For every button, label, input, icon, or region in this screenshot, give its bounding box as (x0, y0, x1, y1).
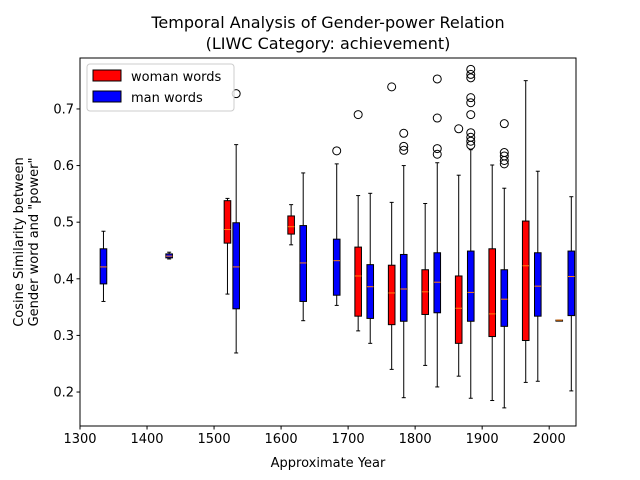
legend-swatch-woman (92, 69, 122, 82)
y-tick-label: 0.4 (53, 272, 74, 287)
x-tick-label: 1600 (265, 432, 298, 447)
x-tick-label: 1800 (399, 432, 432, 447)
plot-frame (79, 57, 577, 427)
box-man-1335 (99, 230, 108, 302)
box-woman-1520 (223, 197, 232, 295)
x-tick-label: 1400 (130, 432, 163, 447)
box-woman-1915 (488, 164, 497, 402)
box-man-1983 (533, 170, 542, 382)
box-body (454, 275, 463, 344)
outlier-point (499, 119, 509, 129)
y-axis-ticks: 0.2 0.3 0.4 0.5 0.6 0.7 (53, 102, 80, 401)
x-tick-label: 1900 (466, 432, 499, 447)
y-tick-label: 0.2 (53, 386, 74, 401)
outlier-point (399, 128, 409, 138)
outlier-point (332, 146, 342, 156)
outlier-point (466, 110, 476, 120)
x-tick-label: 1300 (63, 432, 96, 447)
box-body (223, 200, 232, 244)
y-tick-label: 0.3 (53, 329, 74, 344)
box-man-1633 (299, 172, 307, 322)
box-woman-1715 (353, 110, 363, 332)
outlier-point (454, 124, 464, 134)
y-tick-label: 0.5 (53, 216, 74, 231)
box-body (567, 250, 576, 317)
box-man-1433 (165, 251, 173, 260)
x-tick-label: 1500 (198, 432, 231, 447)
outlier-point (399, 145, 409, 155)
outlier-point (466, 98, 476, 108)
box-body (533, 252, 542, 317)
outlier-point (432, 74, 442, 84)
x-tick-label: 1700 (332, 432, 365, 447)
box-man-1883 (466, 64, 476, 399)
box-man-2033 (567, 196, 576, 392)
box-man-1933 (499, 119, 509, 409)
x-tick-label: 2000 (533, 432, 566, 447)
outlier-point (466, 128, 476, 138)
outlier-point (387, 82, 397, 92)
chart-title: Temporal Analysis of Gender-power Relati… (150, 13, 504, 32)
outlier-point (432, 149, 442, 159)
plot-area (99, 64, 576, 409)
box-body (433, 252, 442, 314)
box-woman-1865 (454, 124, 464, 377)
outlier-point (466, 93, 476, 103)
box-man-1683 (332, 146, 342, 306)
outlier-point (432, 113, 442, 123)
box-body (232, 222, 240, 310)
box-body (387, 264, 396, 326)
outlier-point (353, 110, 363, 120)
box-woman-2015 (555, 319, 564, 322)
outlier-point (466, 132, 476, 142)
box-body (521, 220, 530, 342)
box-body (299, 225, 307, 302)
box-man-1833 (432, 74, 442, 388)
box-man-1733 (366, 192, 375, 344)
outlier-point (466, 64, 476, 74)
box-body (399, 253, 408, 322)
box-body (332, 238, 341, 296)
box-body (466, 250, 475, 322)
box-woman-1965 (521, 80, 530, 383)
box-body (287, 215, 295, 235)
box-man-1783 (399, 128, 409, 399)
legend-swatch-man (92, 90, 122, 103)
legend-label-man: man words (131, 91, 203, 106)
legend: woman words man words (86, 63, 235, 112)
outlier-point (499, 151, 509, 161)
box-body (366, 264, 375, 319)
box-body (354, 246, 362, 317)
box-woman-1815 (421, 203, 429, 366)
box-man-1533 (231, 89, 241, 354)
box-woman-1615 (287, 204, 295, 246)
y-tick-label: 0.7 (53, 102, 74, 117)
box-body (500, 269, 509, 327)
x-axis-ticks: 1300 1400 1500 1600 1700 1800 1900 2000 (63, 426, 566, 447)
box-woman-1765 (387, 82, 397, 370)
outlier-point (399, 141, 409, 151)
y-axis-label-line2: Gender word and "power" (27, 158, 42, 327)
chart-subtitle: (LIWC Category: achievement) (206, 34, 451, 53)
legend-label-woman: woman words (131, 70, 222, 85)
outlier-point (432, 144, 442, 154)
box-body (99, 248, 108, 285)
y-tick-label: 0.6 (53, 159, 74, 174)
y-axis-label-line1: Cosine Similarity between (12, 157, 27, 327)
legend-frame (86, 63, 235, 112)
x-axis-label: Approximate Year (271, 456, 386, 471)
outlier-point (466, 69, 476, 79)
outlier-point (499, 148, 509, 158)
box-body (488, 248, 497, 338)
